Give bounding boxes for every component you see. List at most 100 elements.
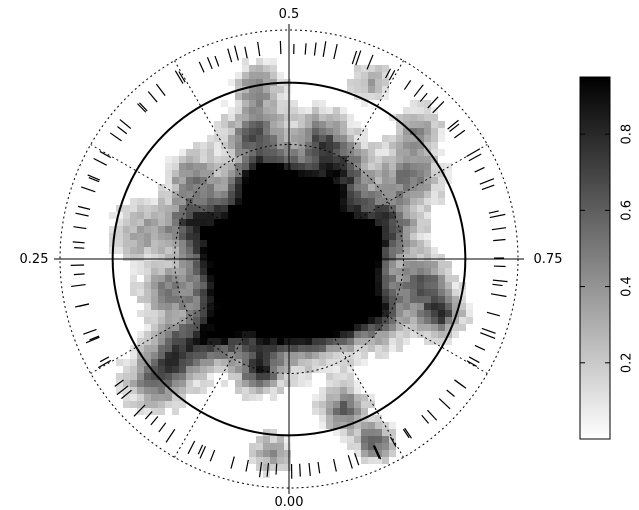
rim-tick bbox=[388, 70, 396, 81]
heatmap-cell bbox=[221, 366, 228, 373]
heatmap-cell bbox=[431, 324, 438, 331]
heatmap-cell bbox=[452, 331, 459, 338]
heatmap-cell bbox=[298, 345, 305, 352]
heatmap-cell bbox=[270, 240, 277, 247]
heatmap-cell bbox=[333, 240, 340, 247]
heatmap-cell bbox=[144, 366, 151, 373]
heatmap-cell bbox=[214, 128, 221, 135]
heatmap-cell bbox=[291, 212, 298, 219]
heatmap-cell bbox=[221, 205, 228, 212]
heatmap-cell bbox=[361, 198, 368, 205]
heatmap-cell bbox=[144, 282, 151, 289]
heatmap-cell bbox=[221, 303, 228, 310]
heatmap-cell bbox=[158, 296, 165, 303]
heatmap-cell bbox=[312, 156, 319, 163]
heatmap-cell bbox=[277, 464, 284, 471]
heatmap-cell bbox=[340, 240, 347, 247]
heatmap-cell bbox=[186, 198, 193, 205]
heatmap-cell bbox=[354, 240, 361, 247]
heatmap-cell bbox=[291, 324, 298, 331]
heatmap-cell bbox=[333, 401, 340, 408]
rim-tick bbox=[74, 247, 85, 249]
heatmap-cell bbox=[158, 275, 165, 282]
colorbar-gradient bbox=[579, 76, 611, 440]
heatmap-cell bbox=[284, 149, 291, 156]
heatmap-cell bbox=[256, 226, 263, 233]
rim-tick bbox=[421, 414, 430, 424]
heatmap-cell bbox=[410, 324, 417, 331]
heatmap-cell bbox=[228, 303, 235, 310]
heatmap-cell bbox=[256, 282, 263, 289]
heatmap-cell bbox=[424, 149, 431, 156]
heatmap-cell bbox=[389, 268, 396, 275]
heatmap-cell bbox=[214, 219, 221, 226]
heatmap-cell bbox=[186, 359, 193, 366]
heatmap-cell bbox=[431, 275, 438, 282]
heatmap-cell bbox=[459, 317, 466, 324]
heatmap-cell bbox=[144, 394, 151, 401]
heatmap-cell bbox=[291, 317, 298, 324]
heatmap-cell bbox=[172, 282, 179, 289]
heatmap-cell bbox=[186, 275, 193, 282]
heatmap-cell bbox=[256, 268, 263, 275]
heatmap-cell bbox=[172, 380, 179, 387]
heatmap-cell bbox=[200, 177, 207, 184]
heatmap-cell bbox=[165, 275, 172, 282]
heatmap-cell bbox=[312, 331, 319, 338]
heatmap-cell bbox=[123, 233, 130, 240]
heatmap-cell bbox=[361, 247, 368, 254]
heatmap-cell bbox=[438, 254, 445, 261]
heatmap-cell bbox=[193, 303, 200, 310]
heatmap-cell bbox=[431, 149, 438, 156]
heatmap-cell bbox=[200, 282, 207, 289]
grid-spoke bbox=[338, 287, 488, 374]
heatmap-cell bbox=[340, 296, 347, 303]
heatmap-cell bbox=[249, 373, 256, 380]
heatmap-cell bbox=[200, 156, 207, 163]
heatmap-cell bbox=[305, 142, 312, 149]
heatmap-cell bbox=[249, 282, 256, 289]
heatmap-cell bbox=[382, 65, 389, 72]
heatmap-cell bbox=[361, 100, 368, 107]
heatmap-cell bbox=[221, 317, 228, 324]
heatmap-cell bbox=[249, 86, 256, 93]
heatmap-cell bbox=[263, 184, 270, 191]
rim-tick bbox=[313, 42, 317, 56]
heatmap-cell bbox=[305, 254, 312, 261]
heatmap-cell bbox=[235, 380, 242, 387]
heatmap-cell bbox=[242, 72, 249, 79]
heatmap-cell bbox=[431, 163, 438, 170]
heatmap-cell bbox=[186, 268, 193, 275]
heatmap-cell bbox=[347, 345, 354, 352]
heatmap-cell bbox=[326, 205, 333, 212]
heatmap-cell bbox=[242, 79, 249, 86]
heatmap-cell bbox=[158, 317, 165, 324]
heatmap-cell bbox=[424, 184, 431, 191]
heatmap-cell bbox=[228, 135, 235, 142]
heatmap-cell bbox=[242, 289, 249, 296]
heatmap-cell bbox=[368, 450, 375, 457]
heatmap-cell bbox=[305, 345, 312, 352]
heatmap-cell bbox=[354, 177, 361, 184]
heatmap-cell bbox=[214, 331, 221, 338]
heatmap-cell bbox=[284, 268, 291, 275]
heatmap-cell bbox=[179, 233, 186, 240]
heatmap-cell bbox=[396, 121, 403, 128]
heatmap-cell bbox=[305, 170, 312, 177]
heatmap-cell bbox=[375, 149, 382, 156]
heatmap-cell bbox=[270, 331, 277, 338]
heatmap-cell bbox=[424, 128, 431, 135]
heatmap-cell bbox=[214, 254, 221, 261]
heatmap-cell bbox=[277, 100, 284, 107]
heatmap-cell bbox=[361, 86, 368, 93]
heatmap-cell bbox=[382, 443, 389, 450]
heatmap-cell bbox=[158, 261, 165, 268]
heatmap-cell bbox=[403, 212, 410, 219]
heatmap-cell bbox=[214, 121, 221, 128]
heatmap-cell bbox=[200, 289, 207, 296]
rim-tick bbox=[121, 389, 132, 400]
heatmap-cell bbox=[417, 233, 424, 240]
heatmap-cell bbox=[263, 107, 270, 114]
heatmap-cell bbox=[228, 121, 235, 128]
heatmap-cell bbox=[445, 303, 452, 310]
